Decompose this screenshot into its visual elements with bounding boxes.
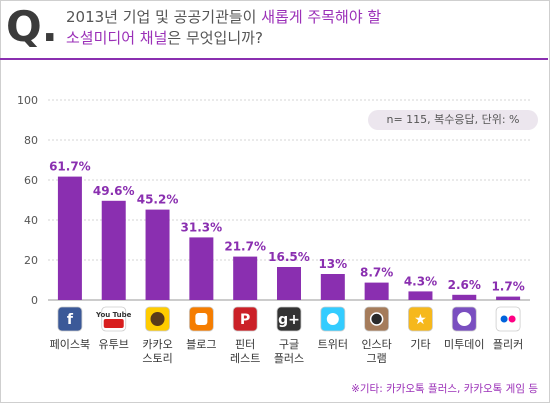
data-label: 13%: [318, 257, 347, 271]
bar: [145, 209, 170, 300]
category-label: 핀터: [235, 338, 255, 351]
youtube-icon-tube: [103, 319, 124, 328]
question-text-2: 은 무엇입니까?: [167, 29, 263, 47]
question-mark: Q.: [6, 2, 58, 51]
me2day-icon-face: [457, 312, 472, 326]
facebook-icon: f: [57, 306, 83, 332]
data-label: 1.7%: [491, 280, 524, 294]
flickr-icon-bg: [495, 306, 521, 332]
youtube-icon-glyph: You Tube: [95, 311, 132, 319]
category-label: 유투브: [99, 338, 129, 351]
bar: [101, 200, 126, 300]
facebook-icon-glyph: f: [67, 312, 74, 328]
question-highlight-2: 소셜미디어 채널: [66, 29, 168, 47]
data-label: 16.5%: [268, 250, 310, 264]
kakaostory-icon-circle: [150, 312, 165, 326]
category-label: 레스트: [230, 352, 260, 365]
flickr-icon-blue: [500, 315, 508, 323]
star-icon-glyph: ★: [414, 312, 427, 328]
bar: [189, 237, 214, 300]
bar: [320, 274, 345, 300]
y-tick-label: 20: [24, 254, 38, 267]
note-badge: [368, 110, 538, 130]
category-label: 블로그: [186, 338, 216, 351]
bar: [277, 267, 301, 300]
bar: [496, 296, 521, 300]
category-label: 플러스: [274, 352, 304, 365]
data-label: 8.7%: [360, 266, 393, 280]
data-label: 45.2%: [137, 193, 179, 207]
bar-chart: 0 20 40 60 80 100 61.7% f 페이스북 49.6% You Tube 유투브 45…: [17, 94, 530, 365]
y-tick-label: 60: [24, 174, 38, 187]
data-label: 2.6%: [448, 278, 481, 292]
y-tick-label: 0: [31, 294, 38, 307]
question-line-1: 2013년 기업 및 공공기관들이 새롭게 주목해야 할: [66, 6, 381, 27]
footnote: ※기타: 카카오톡 플러스, 카카오톡 게임 등: [351, 383, 538, 395]
header-divider: [0, 58, 548, 60]
question-line-2: 소셜미디어 채널은 무엇입니까?: [66, 27, 263, 48]
y-tick-label: 40: [24, 214, 38, 227]
data-label: 31.3%: [181, 220, 223, 234]
bar: [408, 291, 433, 300]
flickr-icon: [495, 306, 521, 332]
googleplus-icon-bg: [276, 306, 302, 332]
data-label: 49.6%: [93, 184, 135, 198]
blogger-icon: [188, 306, 214, 332]
question-header: Q. 2013년 기업 및 공공기관들이 새롭게 주목해야 할 소셜미디어 채널…: [0, 0, 548, 60]
blogger-icon-b: [195, 313, 208, 325]
data-label: 21.7%: [224, 240, 266, 254]
bar: [364, 282, 389, 300]
note-text: n= 115, 복수응답, 단위: %: [386, 113, 520, 126]
question-highlight-1: 새롭게 주목해야 할: [261, 8, 382, 26]
category-label: 페이스북: [50, 338, 90, 351]
data-label: 4.3%: [404, 274, 437, 288]
bar: [233, 256, 258, 300]
twitter-icon: [320, 306, 346, 332]
category-label: 그램: [367, 352, 387, 365]
googleplus-icon-glyph: g+: [278, 312, 300, 328]
pinterest-icon-glyph: P: [240, 312, 250, 328]
category-label: 구글: [279, 338, 299, 351]
facebook-icon-bg: [57, 306, 83, 332]
pinterest-icon: P: [232, 306, 258, 332]
y-tick-label: 80: [24, 134, 38, 147]
googleplus-icon: g+: [276, 306, 302, 332]
question-text-1: 2013년 기업 및 공공기관들이: [66, 8, 262, 26]
category-label: 플리커: [493, 338, 523, 351]
flickr-icon-pink: [508, 315, 516, 323]
category-label: 스토리: [142, 352, 172, 365]
category-label: 기타: [410, 338, 430, 351]
category-label: 트위터: [318, 338, 348, 351]
category-label: 카카오: [142, 338, 172, 351]
me2day-icon: [451, 306, 477, 332]
star-icon: ★: [408, 306, 433, 332]
category-label: 인스타: [361, 338, 391, 351]
category-label: 미투데이: [444, 338, 484, 351]
star-icon-bg: [408, 306, 433, 332]
instagram-icon: [364, 306, 390, 332]
y-tick-label: 100: [17, 94, 38, 107]
kakaostory-icon: [145, 306, 170, 332]
instagram-icon-lens: [369, 312, 384, 326]
twitter-icon-bird: [326, 313, 339, 325]
bar: [452, 294, 477, 300]
bar: [57, 176, 82, 300]
data-label: 61.7%: [49, 160, 91, 174]
pinterest-icon-bg: [232, 306, 258, 332]
youtube-icon: You Tube: [95, 306, 132, 332]
